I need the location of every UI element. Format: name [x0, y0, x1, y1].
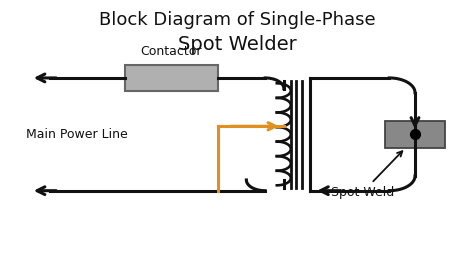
Text: Spot Welder: Spot Welder — [178, 35, 296, 54]
Text: Contactor: Contactor — [141, 45, 202, 58]
Bar — [384, 121, 446, 148]
Text: Block Diagram of Single-Phase: Block Diagram of Single-Phase — [99, 11, 375, 29]
Text: Spot Weld: Spot Weld — [331, 151, 402, 199]
Text: Main Power Line: Main Power Line — [26, 128, 128, 141]
Bar — [125, 64, 218, 91]
